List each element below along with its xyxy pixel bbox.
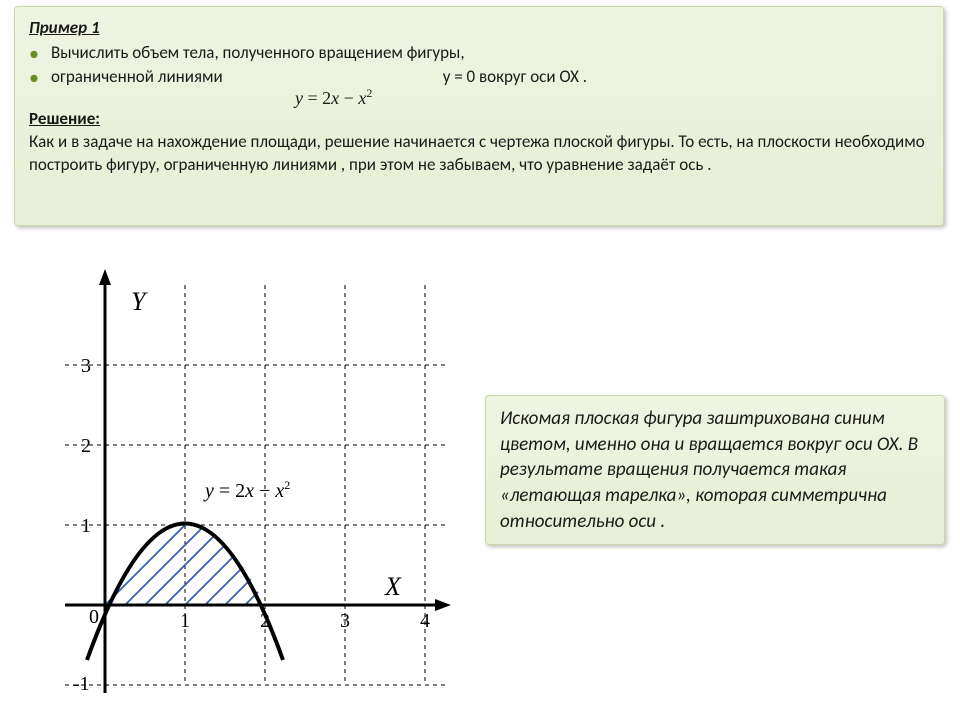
bullet-1-text: Вычислить объем тела, полученного вращен…: [51, 42, 465, 65]
problem-box: Пример 1 • Вычислить объем тела, получен…: [14, 6, 944, 226]
example-title: Пример 1: [29, 17, 929, 40]
bullet-2-text-b: y = 0 вокруг оси OX .: [443, 66, 587, 89]
svg-text:1: 1: [180, 610, 190, 632]
explanation-text: Искомая плоская фигура заштрихована сини…: [500, 407, 918, 533]
x-axis-label: X: [384, 572, 402, 601]
bullet-icon: •: [29, 42, 41, 66]
svg-text:2: 2: [81, 435, 91, 457]
bullet-icon: •: [29, 66, 41, 90]
solution-paragraph: Как и в задаче на нахождение площади, ре…: [29, 131, 929, 177]
bullet-row-2: • ограниченной линиями y = 0 вокруг оси …: [29, 66, 929, 90]
svg-text:1: 1: [81, 515, 91, 537]
chart: 0 1 2 3 4 1 2 3 -1 Y X y = 2x − x2: [35, 265, 455, 695]
solution-label: Решение:: [29, 108, 929, 131]
svg-text:4: 4: [420, 610, 430, 632]
y-axis-label: Y: [131, 287, 148, 316]
explanation-box: Искомая плоская фигура заштрихована сини…: [485, 395, 945, 545]
bullet-row-1: • Вычислить объем тела, полученного вращ…: [29, 42, 929, 66]
svg-text:3: 3: [340, 610, 350, 632]
bullet-2-text-a: ограниченной линиями: [51, 66, 223, 89]
svg-text:-1: -1: [73, 673, 90, 695]
curve-label: y = 2x − x2: [203, 478, 290, 502]
svg-text:3: 3: [81, 355, 91, 377]
formula: y = 2x − x2: [295, 85, 372, 110]
origin-label: 0: [89, 606, 99, 628]
svg-text:2: 2: [260, 610, 270, 632]
